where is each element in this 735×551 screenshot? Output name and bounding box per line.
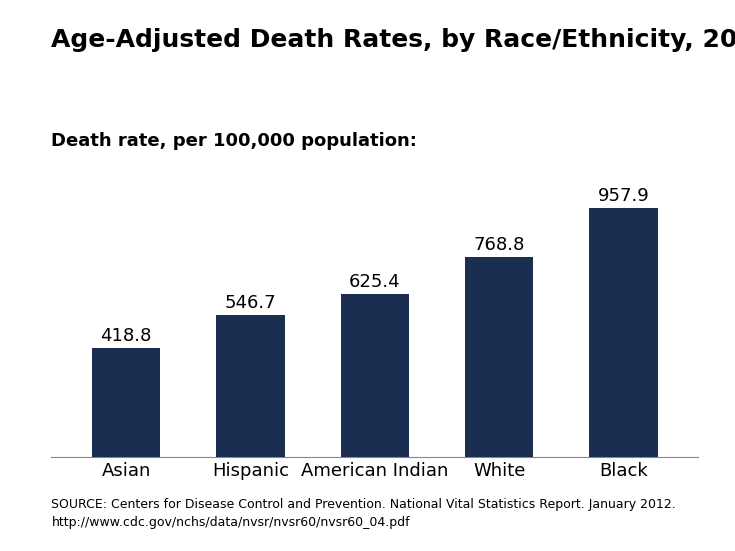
Text: Death rate, per 100,000 population:: Death rate, per 100,000 population: [51,132,417,150]
Text: 625.4: 625.4 [349,273,401,291]
Text: 957.9: 957.9 [598,187,650,205]
Bar [340,294,409,457]
Text: 768.8: 768.8 [473,236,525,254]
Text: 418.8: 418.8 [101,327,151,345]
Text: FOUNDATION: FOUNDATION [637,534,694,543]
Bar [216,315,284,457]
Bar [589,208,658,457]
Text: Age-Adjusted Death Rates, by Race/Ethnicity, 2006-2008: Age-Adjusted Death Rates, by Race/Ethnic… [51,28,735,52]
Bar [92,348,160,457]
Text: SOURCE: Centers for Disease Control and Prevention. National Vital Statistics Re: SOURCE: Centers for Disease Control and … [51,498,676,529]
Text: 546.7: 546.7 [225,294,276,312]
Bar [465,257,534,457]
Text: KAISER: KAISER [639,506,691,519]
Text: THE HENRY J.: THE HENRY J. [637,496,694,505]
Text: FAMILY: FAMILY [645,521,686,531]
